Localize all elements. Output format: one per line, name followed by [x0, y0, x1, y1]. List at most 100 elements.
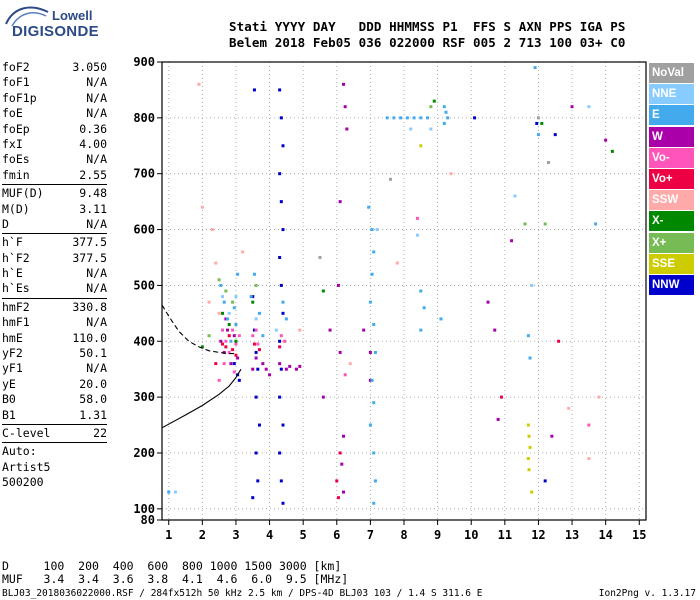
- param-name: foEp: [2, 121, 30, 136]
- echo-point: [419, 289, 423, 293]
- profile-traces: [161, 304, 242, 429]
- echo-point: [224, 345, 228, 349]
- x-tick-label: 7: [367, 528, 374, 542]
- echo-point: [251, 367, 255, 371]
- echo-point: [385, 116, 389, 120]
- echo-point: [493, 328, 497, 332]
- echo-point: [219, 283, 223, 287]
- echo-point: [345, 127, 349, 131]
- echo-point: [336, 283, 340, 287]
- echo-point: [540, 121, 544, 125]
- param-value: N/A: [86, 75, 107, 90]
- echo-point: [284, 367, 288, 371]
- param-name: fxI: [2, 136, 23, 151]
- echo-point: [530, 283, 534, 287]
- param-value: 377.5: [72, 250, 107, 265]
- echo-point: [338, 200, 342, 204]
- echo-point: [526, 423, 530, 427]
- echo-point: [226, 328, 230, 332]
- echo-point: [338, 451, 342, 455]
- echo-point: [415, 216, 419, 220]
- echo-point: [281, 144, 285, 148]
- y-tick-label: 600: [133, 223, 155, 237]
- echo-point: [370, 228, 374, 232]
- echo-point: [221, 342, 224, 346]
- echo-point: [257, 348, 261, 352]
- echo-point: [251, 295, 255, 299]
- param-value: 110.0: [72, 330, 107, 345]
- echo-point: [221, 328, 224, 332]
- echo-point: [214, 362, 218, 366]
- param-name: foE: [2, 106, 23, 121]
- echo-point: [419, 116, 423, 120]
- echo-point: [217, 378, 221, 382]
- echo-point: [343, 105, 347, 109]
- echo-point: [536, 133, 540, 137]
- param-name: hmE: [2, 330, 23, 345]
- param-name: B0: [2, 392, 16, 407]
- echo-point: [419, 144, 423, 148]
- echo-point: [227, 350, 231, 354]
- digisonde-logo: Lowell DIGISONDE: [2, 4, 132, 48]
- echo-point: [372, 323, 376, 327]
- param-name: h`E: [2, 266, 23, 281]
- echo-point: [513, 194, 517, 198]
- echo-point: [231, 328, 235, 332]
- echo-point: [278, 255, 282, 259]
- x-tick-label: 14: [598, 528, 612, 542]
- echo-point: [278, 339, 282, 343]
- echo-point: [222, 362, 226, 366]
- echo-point: [237, 378, 241, 382]
- echo-point: [399, 116, 403, 120]
- echo-point: [232, 362, 236, 366]
- echo-point: [496, 417, 500, 421]
- param-separator: [2, 442, 107, 444]
- dashed-profile-line: [161, 304, 236, 355]
- echo-point: [254, 328, 258, 332]
- param-value: 2.55: [79, 167, 107, 182]
- auto-scaling-line: 500200: [2, 475, 44, 490]
- echo-point: [256, 342, 260, 346]
- echo-point: [570, 105, 574, 109]
- echo-point: [252, 272, 256, 276]
- echo-point: [375, 228, 379, 232]
- param-name: foF1: [2, 75, 30, 90]
- echo-point: [224, 317, 228, 321]
- param-row: MUF(D) 9.48: [2, 186, 107, 201]
- echo-point: [362, 328, 366, 332]
- y-tick-label: 800: [133, 111, 155, 125]
- footer-version: Ion2Png v. 1.3.17: [598, 588, 696, 599]
- x-tick-label: 13: [565, 528, 579, 542]
- echo-point: [553, 133, 557, 137]
- polarization-legend: NoVal NNE E W Vo- Vo+ SSW X- X+ SSE NNW: [649, 63, 694, 296]
- param-row: fxI 4.00: [2, 137, 107, 152]
- param-row: foF2 3.050: [2, 60, 107, 75]
- x-tick-label: 6: [333, 528, 340, 542]
- param-row: fmin 2.55: [2, 168, 107, 183]
- echo-point: [278, 395, 282, 399]
- echo-point: [526, 334, 530, 338]
- echo-point: [268, 373, 272, 377]
- echo-point: [535, 121, 539, 125]
- scaled-parameters-panel: foF2 3.050 foF1 N/A foF1p N/A foE N/A foEp 0.36 fx…: [2, 60, 107, 491]
- echo-point: [278, 88, 282, 92]
- param-value: 330.8: [72, 299, 107, 314]
- echo-point: [231, 348, 235, 352]
- echo-point: [567, 406, 571, 410]
- echo-point: [473, 116, 477, 120]
- param-value: 50.1: [79, 346, 107, 361]
- legend-item: W: [649, 126, 694, 147]
- param-name: C-level: [2, 425, 51, 440]
- param-name: h`F2: [2, 250, 30, 265]
- echo-point: [348, 362, 352, 366]
- echo-point: [419, 328, 423, 332]
- echo-point: [449, 172, 453, 176]
- footer-file-info: BLJ03_2018036022000.RSF / 284fx512h 50 k…: [2, 588, 483, 599]
- param-separator: [2, 233, 107, 235]
- x-tick-label: 1: [165, 528, 172, 542]
- echo-point: [321, 395, 325, 399]
- echo-point: [257, 423, 261, 427]
- echo-point: [281, 228, 285, 232]
- legend-item: X+: [649, 232, 694, 253]
- param-value: N/A: [86, 152, 107, 167]
